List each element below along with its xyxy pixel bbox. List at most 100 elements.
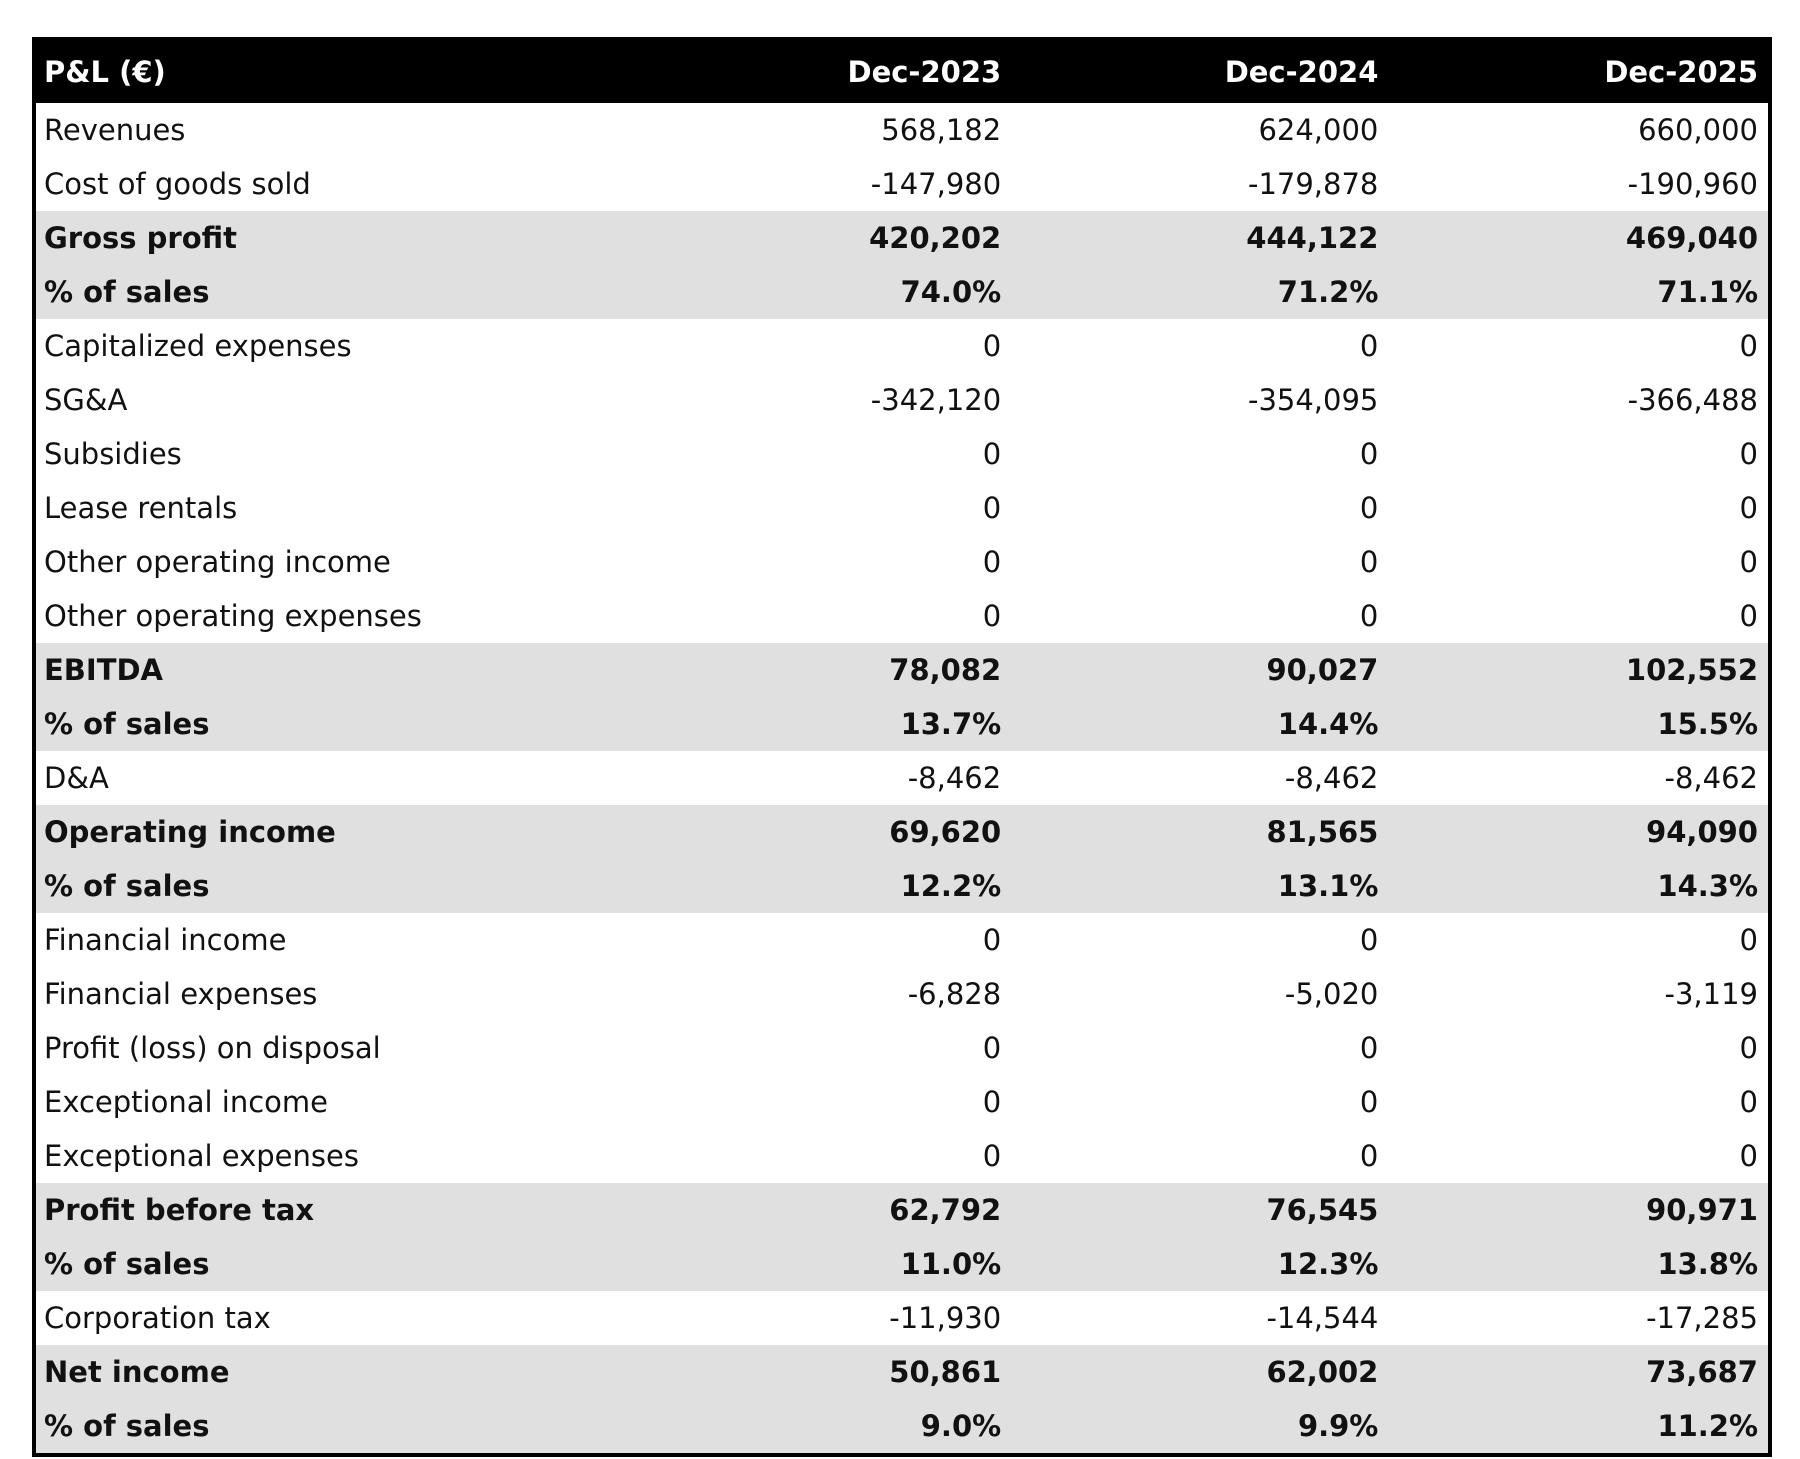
value-cell: 660,000	[1638, 113, 1758, 147]
row-label: % of sales	[34, 859, 634, 913]
value-cell: 15.5%	[1388, 697, 1770, 751]
subtotal-row: % of sales 74.0% 71.2% 71.1%	[34, 265, 1770, 319]
column-header: Dec-2024	[1011, 39, 1389, 103]
value-cell: 13.8%	[1388, 1237, 1770, 1291]
row-label: % of sales	[34, 1237, 634, 1291]
subtotal-row: % of sales 13.7% 14.4% 15.5%	[34, 697, 1770, 751]
value-cell: 90,027	[1011, 643, 1389, 697]
row-label: EBITDA	[34, 643, 634, 697]
table-row: Lease rentals 0 0 0	[34, 481, 1770, 535]
value-cell: -354,095	[1247, 383, 1379, 417]
value-cell: 568,182	[881, 113, 1002, 147]
value-cell: 0	[1359, 923, 1379, 957]
table-row: Financial expenses -6,828 -5,020 -3,119	[34, 967, 1770, 1021]
value-cell: 444,122	[1011, 211, 1389, 265]
value-cell: 71.2%	[1011, 265, 1389, 319]
table-body: Revenues 568,182 624,000 660,000 Cost of goo…	[34, 103, 1770, 1455]
value-cell: -8,462	[907, 761, 1002, 795]
value-cell: 0	[1739, 437, 1758, 471]
value-cell: 78,082	[634, 643, 1012, 697]
row-label: Net income	[34, 1345, 634, 1399]
value-cell: 13.7%	[634, 697, 1012, 751]
value-cell: 73,687	[1388, 1345, 1770, 1399]
value-cell: 0	[982, 1085, 1002, 1119]
column-header: Dec-2025	[1388, 39, 1770, 103]
table-row: Financial income 0 0 0	[34, 913, 1770, 967]
value-cell: 0	[1359, 1031, 1379, 1065]
value-cell: -17,285	[1646, 1301, 1758, 1335]
value-cell: 14.3%	[1388, 859, 1770, 913]
value-cell: 0	[1739, 599, 1758, 633]
row-label: Financial income	[44, 923, 287, 957]
value-cell: 74.0%	[634, 265, 1012, 319]
row-label: Subsidies	[44, 437, 182, 471]
value-cell: 0	[982, 1031, 1002, 1065]
value-cell: 0	[982, 491, 1002, 525]
row-label: Profit (loss) on disposal	[44, 1031, 381, 1065]
table-row: Other operating income 0 0 0	[34, 535, 1770, 589]
table-row: SG&A -342,120 -354,095 -366,488	[34, 373, 1770, 427]
value-cell: 0	[1359, 437, 1379, 471]
row-label: Capitalized expenses	[44, 329, 352, 363]
pnl-table: P&L (€) Dec-2023 Dec-2024 Dec-2025 Revenues…	[32, 37, 1772, 1457]
row-label: % of sales	[34, 697, 634, 751]
value-cell: 0	[982, 437, 1002, 471]
value-cell: -8,462	[1664, 761, 1759, 795]
row-label: Lease rentals	[44, 491, 238, 525]
table-row: D&A -8,462 -8,462 -8,462	[34, 751, 1770, 805]
subtotal-row: Net income 50,861 62,002 73,687	[34, 1345, 1770, 1399]
value-cell: 76,545	[1011, 1183, 1389, 1237]
value-cell: 0	[1739, 329, 1758, 363]
row-label: Financial expenses	[44, 977, 318, 1011]
value-cell: 12.3%	[1011, 1237, 1389, 1291]
table-row: Subsidies 0 0 0	[34, 427, 1770, 481]
subtotal-row: % of sales 9.0% 9.9% 11.2%	[34, 1399, 1770, 1455]
subtotal-row: % of sales 12.2% 13.1% 14.3%	[34, 859, 1770, 913]
value-cell: 0	[1359, 599, 1379, 633]
row-label: D&A	[44, 761, 109, 795]
value-cell: 9.9%	[1011, 1399, 1389, 1455]
value-cell: 420,202	[634, 211, 1012, 265]
value-cell: 69,620	[634, 805, 1012, 859]
table-row: Corporation tax -11,930 -14,544 -17,285	[34, 1291, 1770, 1345]
value-cell: -6,828	[907, 977, 1002, 1011]
value-cell: -14,544	[1266, 1301, 1379, 1335]
value-cell: 0	[1359, 545, 1379, 579]
table-row: Revenues 568,182 624,000 660,000	[34, 103, 1770, 157]
value-cell: 11.0%	[634, 1237, 1012, 1291]
row-label: Profit before tax	[34, 1183, 634, 1237]
value-cell: 0	[1739, 1031, 1758, 1065]
value-cell: -5,020	[1284, 977, 1379, 1011]
value-cell: 0	[1739, 1139, 1758, 1173]
column-header: Dec-2023	[634, 39, 1012, 103]
value-cell: 624,000	[1258, 113, 1379, 147]
row-label: Cost of goods sold	[44, 167, 311, 201]
value-cell: 94,090	[1388, 805, 1770, 859]
value-cell: -366,488	[1627, 383, 1758, 417]
table-header: P&L (€) Dec-2023 Dec-2024 Dec-2025	[34, 39, 1770, 103]
subtotal-row: % of sales 11.0% 12.3% 13.8%	[34, 1237, 1770, 1291]
value-cell: 11.2%	[1388, 1399, 1770, 1455]
table-row: Cost of goods sold -147,980 -179,878 -190,9…	[34, 157, 1770, 211]
value-cell: -179,878	[1247, 167, 1379, 201]
value-cell: 0	[982, 1139, 1002, 1173]
row-label: Revenues	[44, 113, 186, 147]
value-cell: 469,040	[1388, 211, 1770, 265]
value-cell: 9.0%	[634, 1399, 1012, 1455]
value-cell: 0	[982, 545, 1002, 579]
value-cell: -11,930	[889, 1301, 1002, 1335]
row-label: % of sales	[34, 1399, 634, 1455]
value-cell: -8,462	[1284, 761, 1379, 795]
row-label: Corporation tax	[44, 1301, 271, 1335]
value-cell: 0	[1739, 923, 1758, 957]
row-label: % of sales	[34, 265, 634, 319]
value-cell: -147,980	[870, 167, 1002, 201]
value-cell: 12.2%	[634, 859, 1012, 913]
value-cell: -190,960	[1627, 167, 1758, 201]
value-cell: 81,565	[1011, 805, 1389, 859]
subtotal-row: Operating income 69,620 81,565 94,090	[34, 805, 1770, 859]
value-cell: 0	[982, 923, 1002, 957]
table-row: Other operating expenses 0 0 0	[34, 589, 1770, 643]
table-row: Profit (loss) on disposal 0 0 0	[34, 1021, 1770, 1075]
